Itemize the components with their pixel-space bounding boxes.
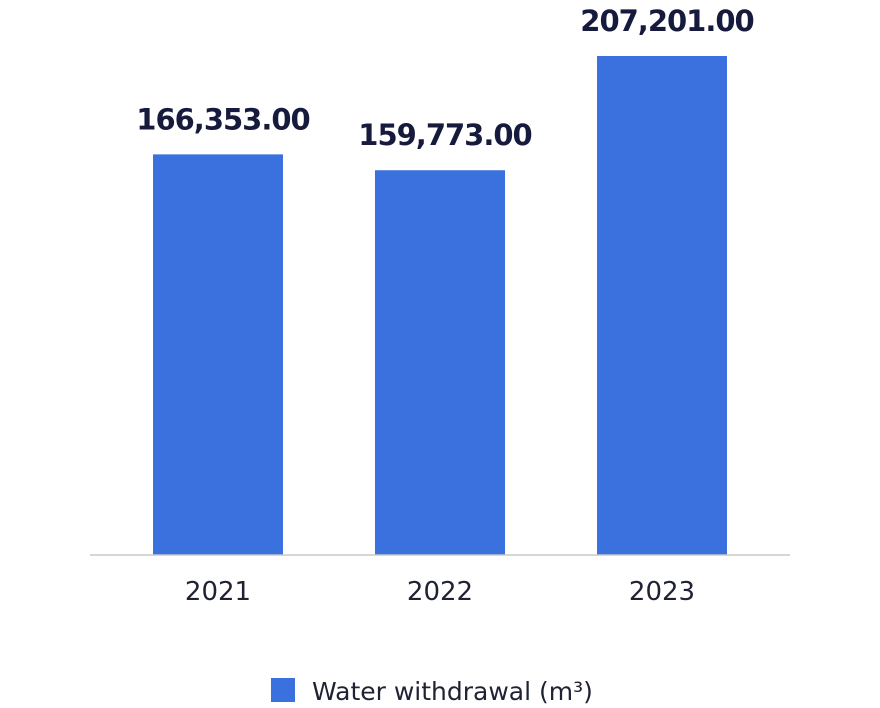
legend-swatch [271, 678, 295, 702]
legend-label: Water withdrawal (m³) [312, 677, 593, 706]
bars-group [153, 56, 727, 556]
value-label-2021: 166,353.00 [136, 102, 309, 136]
x-tick-label-2022: 2022 [407, 577, 473, 607]
x-tick-labels-group: 2021 2022 2023 [185, 577, 695, 607]
x-tick-label-2021: 2021 [185, 577, 251, 607]
value-labels-group: 166,353.00 159,773.00 207,201.00 [136, 4, 754, 152]
bar-2021 [153, 154, 283, 555]
value-label-2023: 207,201.00 [580, 4, 753, 38]
legend: Water withdrawal (m³) [271, 677, 593, 706]
bar-2023 [597, 56, 727, 555]
bar-2022 [375, 170, 505, 556]
x-tick-label-2023: 2023 [629, 577, 695, 607]
value-label-2022: 159,773.00 [358, 118, 531, 152]
